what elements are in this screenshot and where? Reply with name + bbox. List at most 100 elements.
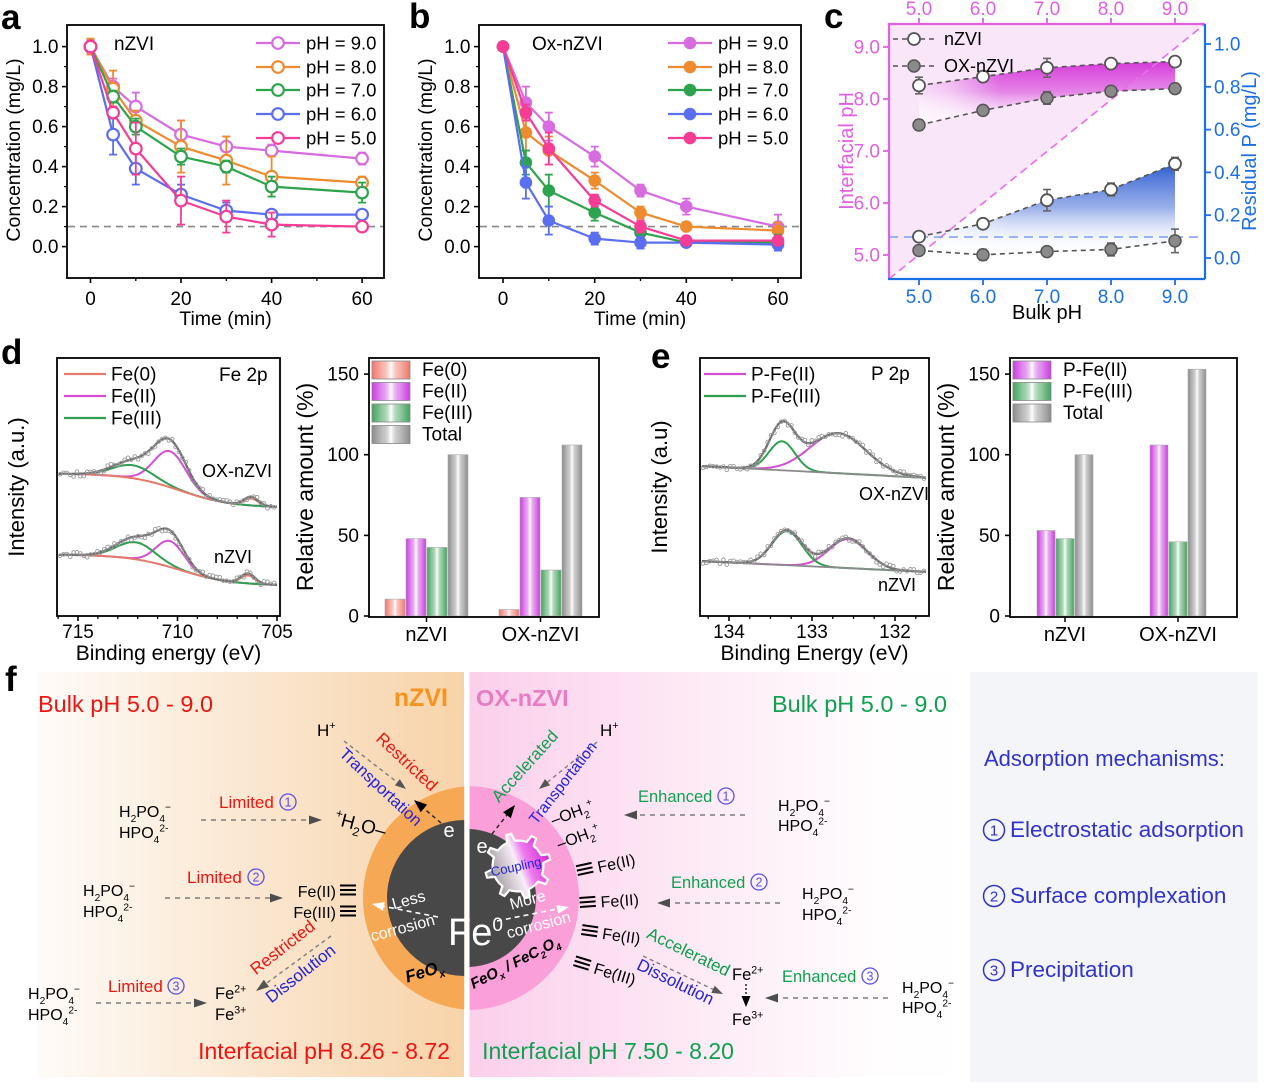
svg-text:0: 0	[348, 607, 359, 628]
svg-text:5.0: 5.0	[906, 287, 932, 308]
svg-text:7.0: 7.0	[1034, 0, 1060, 20]
svg-text:Ox-nZVI: Ox-nZVI	[532, 34, 603, 55]
svg-text:6.0: 6.0	[970, 287, 996, 308]
svg-text:Surface complexation: Surface complexation	[1010, 883, 1226, 908]
svg-text:Total: Total	[422, 425, 462, 446]
svg-text:0: 0	[498, 289, 509, 310]
svg-text:Concentration (mg/L): Concentration (mg/L)	[3, 58, 25, 241]
svg-text:nZVI: nZVI	[878, 575, 916, 595]
svg-text:40: 40	[676, 289, 697, 310]
svg-text:0: 0	[989, 607, 1000, 628]
svg-text:HPO42-: HPO42-	[902, 999, 951, 1021]
svg-text:pH = 5.0: pH = 5.0	[306, 128, 376, 149]
svg-text:1: 1	[990, 822, 998, 839]
svg-text:0.0: 0.0	[1214, 249, 1240, 270]
svg-text:150: 150	[327, 365, 359, 386]
svg-text:7.0: 7.0	[1034, 287, 1060, 308]
svg-text:OX-nZVI: OX-nZVI	[502, 624, 580, 646]
svg-text:Fe(II): Fe(II)	[601, 926, 641, 948]
svg-text:Fe(II): Fe(II)	[600, 892, 639, 912]
svg-text:nZVI: nZVI	[214, 547, 252, 567]
svg-text:6.0: 6.0	[970, 0, 996, 20]
svg-text:Fe(II): Fe(II)	[111, 387, 156, 408]
svg-text:pH = 7.0: pH = 7.0	[306, 80, 376, 101]
svg-text:0.2: 0.2	[444, 197, 470, 218]
svg-text:H2PO4−: H2PO4−	[802, 885, 854, 907]
svg-text:0.2: 0.2	[32, 197, 58, 218]
svg-text:0.4: 0.4	[444, 157, 471, 178]
svg-text:pH = 9.0: pH = 9.0	[718, 33, 788, 54]
svg-text:134: 134	[713, 622, 745, 643]
svg-text:H2PO4−: H2PO4−	[902, 979, 954, 1001]
svg-text:0.6: 0.6	[1214, 120, 1240, 141]
svg-text:Concentration (mg/L): Concentration (mg/L)	[415, 58, 437, 241]
svg-text:H2PO4−: H2PO4−	[83, 882, 135, 904]
svg-text:1: 1	[285, 796, 292, 810]
svg-text:Fe3+: Fe3+	[215, 1004, 246, 1024]
svg-text:Fe 2p: Fe 2p	[219, 365, 268, 386]
svg-text:8.0: 8.0	[854, 90, 880, 111]
svg-text:50: 50	[338, 526, 359, 547]
svg-text:H+: H+	[317, 720, 336, 740]
svg-text:5.0: 5.0	[906, 0, 932, 20]
svg-text:2: 2	[253, 871, 260, 885]
svg-text:1.0: 1.0	[1214, 35, 1240, 56]
svg-text:pH = 8.0: pH = 8.0	[718, 57, 788, 78]
svg-text:0.8: 0.8	[444, 77, 470, 98]
svg-text:0.4: 0.4	[32, 157, 59, 178]
svg-text:Time (min): Time (min)	[594, 308, 686, 330]
svg-text:Electrostatic adsorption: Electrostatic adsorption	[1010, 817, 1244, 842]
svg-text:P-Fe(III): P-Fe(III)	[1063, 382, 1133, 403]
svg-text:Interfacial pH 7.50 - 8.20: Interfacial pH 7.50 - 8.20	[482, 1038, 734, 1064]
svg-text:Binding Energy (eV): Binding Energy (eV)	[721, 642, 909, 665]
svg-text:0.2: 0.2	[1214, 206, 1240, 227]
svg-text:100: 100	[327, 445, 359, 466]
svg-text:c: c	[824, 0, 843, 36]
svg-text:HPO42-: HPO42-	[28, 1006, 77, 1028]
svg-text:HPO42-: HPO42-	[802, 906, 851, 928]
svg-text:pH = 6.0: pH = 6.0	[718, 104, 788, 125]
svg-text:9.0: 9.0	[1162, 0, 1188, 20]
svg-text:pH = 5.0: pH = 5.0	[718, 128, 788, 149]
svg-text:pH = 9.0: pH = 9.0	[306, 33, 376, 54]
svg-text:0.4: 0.4	[1214, 163, 1241, 184]
svg-text:133: 133	[796, 622, 828, 643]
svg-text:Fe2+: Fe2+	[732, 964, 763, 984]
svg-text:0.6: 0.6	[32, 117, 58, 138]
svg-text:f: f	[5, 660, 17, 699]
svg-text:Bulk pH 5.0 - 9.0: Bulk pH 5.0 - 9.0	[772, 691, 947, 717]
svg-text:OX-nZVI: OX-nZVI	[476, 685, 569, 711]
svg-text:1: 1	[723, 790, 730, 804]
svg-text:Enhanced: Enhanced	[638, 788, 712, 806]
svg-text:OX-nZVI: OX-nZVI	[944, 56, 1014, 76]
svg-text:pH = 6.0: pH = 6.0	[306, 104, 376, 125]
svg-text:nZVI: nZVI	[405, 624, 447, 646]
svg-text:pH = 7.0: pH = 7.0	[718, 80, 788, 101]
svg-text:OX-nZVI: OX-nZVI	[1139, 624, 1217, 646]
svg-text:1.0: 1.0	[32, 37, 58, 58]
svg-text:P-Fe(III): P-Fe(III)	[751, 387, 821, 408]
svg-text:e: e	[651, 337, 670, 376]
svg-text:Interfacial pH: Interfacial pH	[836, 92, 858, 210]
svg-text:Limited: Limited	[219, 793, 274, 812]
svg-text:705: 705	[261, 622, 293, 643]
svg-text:H+: H+	[600, 720, 619, 740]
svg-text:Adsorption mechanisms:: Adsorption mechanisms:	[984, 746, 1225, 771]
svg-text:50: 50	[979, 526, 1000, 547]
svg-text:0.6: 0.6	[444, 117, 470, 138]
svg-text:Fe3+: Fe3+	[732, 1009, 763, 1029]
svg-text:Fe(0): Fe(0)	[422, 360, 467, 381]
svg-text:+H2O–: +H2O–	[331, 806, 390, 846]
svg-text:Enhanced: Enhanced	[782, 968, 856, 986]
svg-text:0.8: 0.8	[32, 77, 58, 98]
svg-text:Enhanced: Enhanced	[671, 874, 745, 892]
svg-text:Bulk pH: Bulk pH	[1012, 302, 1082, 324]
svg-text:Bulk pH 5.0 - 9.0: Bulk pH 5.0 - 9.0	[38, 691, 213, 717]
svg-text:nZVI: nZVI	[394, 684, 448, 712]
svg-text:1.0: 1.0	[444, 37, 470, 58]
svg-text:150: 150	[968, 365, 1000, 386]
svg-text:nZVI: nZVI	[944, 29, 982, 49]
svg-text:Fe(III): Fe(III)	[293, 905, 336, 922]
svg-text:pH = 8.0: pH = 8.0	[306, 57, 376, 78]
svg-text:100: 100	[968, 445, 1000, 466]
